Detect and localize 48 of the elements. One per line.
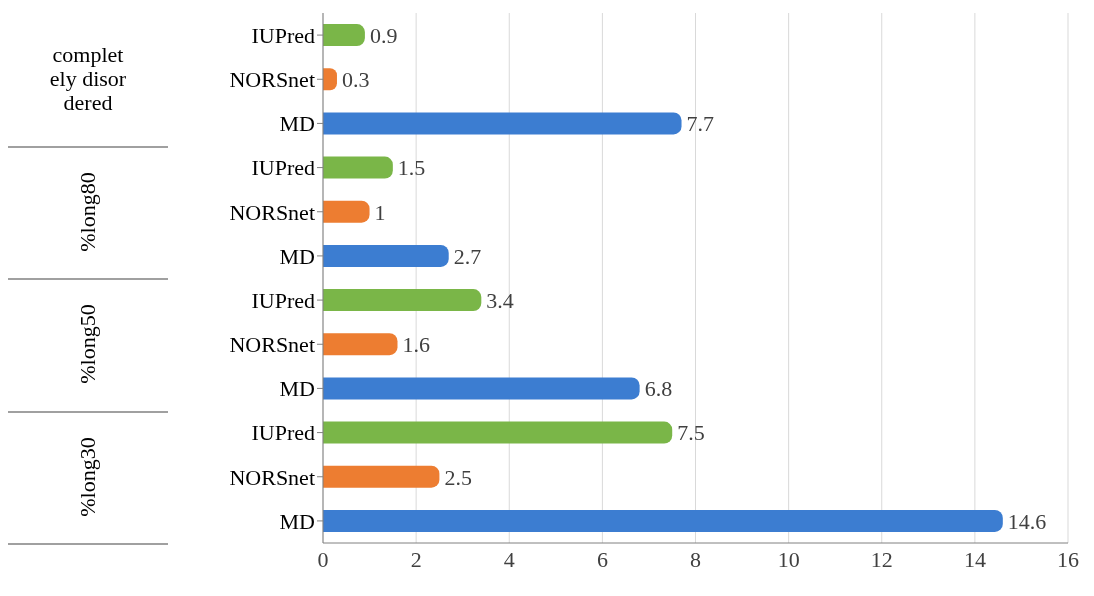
x-tick-label: 8: [690, 546, 701, 572]
bar: [323, 200, 370, 223]
data-label: 2.7: [453, 243, 482, 269]
text: %long50: [74, 304, 101, 384]
y-tick-label: NORSnet: [229, 332, 315, 358]
y-tick-label: MD: [279, 508, 315, 534]
text: %long30: [74, 437, 101, 517]
data-label: 0.3: [341, 67, 370, 93]
text: completely disordered: [48, 42, 128, 116]
y-tick-label: IUPred: [251, 420, 315, 446]
x-tick-label: 2: [410, 546, 422, 572]
y-tick-label: IUPred: [251, 287, 315, 313]
x-tick-label: 4: [503, 546, 515, 572]
data-label: 14.6: [1007, 508, 1047, 534]
y-tick-label: IUPred: [251, 22, 315, 48]
bar: [323, 112, 682, 135]
x-tick-label: 6: [596, 546, 608, 572]
x-tick-label: 0: [317, 546, 329, 572]
data-label: 2.5: [444, 464, 472, 490]
data-label: 7.7: [686, 111, 715, 137]
y-tick-label: MD: [279, 243, 315, 269]
y-tick-label: MD: [279, 376, 315, 402]
y-tick-label: NORSnet: [229, 464, 315, 490]
x-tick-label: 16: [1057, 546, 1079, 572]
bar: [323, 333, 398, 356]
data-label: 0.9: [369, 22, 398, 48]
data-label: 1.6: [402, 332, 430, 358]
bar: [323, 156, 393, 179]
text: %long80: [74, 172, 101, 252]
bar: [323, 24, 365, 47]
y-tick-label: IUPred: [251, 155, 315, 181]
y-tick-label: NORSnet: [229, 67, 315, 93]
bar: [323, 509, 1003, 532]
bar: [323, 244, 449, 267]
bar: [323, 421, 673, 444]
bar: [323, 289, 482, 312]
data-label: 6.8: [644, 376, 673, 402]
data-label: 1: [374, 199, 386, 225]
bar: [323, 465, 440, 488]
y-tick-label: MD: [279, 111, 315, 137]
y-tick-label: NORSnet: [229, 199, 315, 225]
bar: [323, 377, 640, 400]
data-label: 7.5: [677, 420, 705, 446]
x-tick-label: 12: [870, 546, 893, 572]
x-tick-label: 10: [777, 546, 800, 572]
data-label: 1.5: [397, 155, 426, 181]
x-tick-label: 14: [963, 546, 986, 572]
data-label: 3.4: [486, 287, 514, 313]
